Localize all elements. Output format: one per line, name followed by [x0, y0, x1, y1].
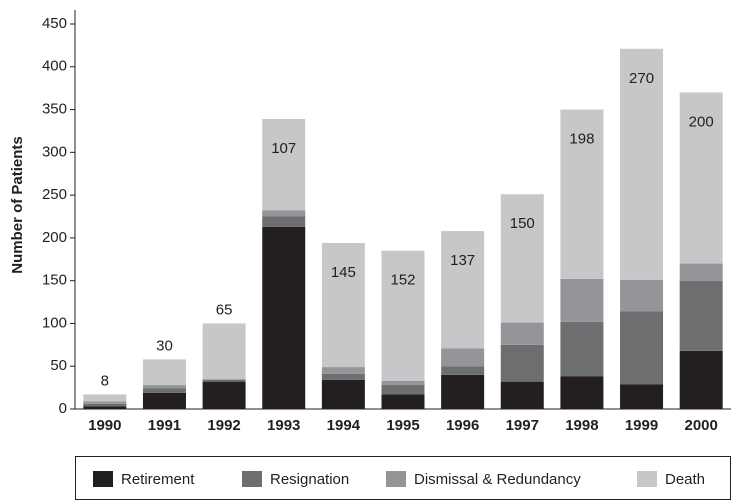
- bar-segment: [500, 322, 544, 345]
- x-tick-label: 1996: [446, 417, 479, 434]
- legend-swatch: [637, 471, 657, 487]
- bar-segment: [441, 348, 485, 367]
- bar-segment: [500, 344, 544, 382]
- x-tick-label: 1997: [506, 417, 539, 434]
- bar-segment: [679, 263, 723, 281]
- data-label: 30: [156, 337, 173, 354]
- y-tick-label: 100: [42, 314, 67, 331]
- x-tick-label: 1990: [88, 417, 121, 434]
- x-tick-label: 1993: [267, 417, 300, 434]
- bar-segment: [560, 376, 604, 409]
- bar-segment: [620, 311, 664, 385]
- bar-segment: [381, 385, 425, 395]
- y-tick-label: 300: [42, 143, 67, 160]
- bar-segment: [441, 374, 485, 409]
- legend-label: Dismissal & Redundancy: [414, 471, 581, 488]
- y-tick-label: 400: [42, 58, 67, 75]
- bar-segment: [620, 384, 664, 409]
- x-tick-label: 2000: [684, 417, 717, 434]
- data-label: 107: [271, 140, 296, 157]
- bar-segment: [321, 243, 365, 368]
- x-tick-label: 1994: [327, 417, 361, 434]
- bar-segment: [560, 278, 604, 322]
- bar-segment: [83, 406, 127, 409]
- bar-segment: [202, 379, 246, 382]
- y-tick-label: 50: [50, 357, 67, 374]
- bar-segment: [202, 323, 246, 380]
- y-tick-label: 350: [42, 101, 67, 118]
- bar-segment: [83, 403, 127, 407]
- bar-segment: [202, 381, 246, 409]
- data-label: 200: [689, 113, 714, 130]
- bar-segment: [381, 394, 425, 409]
- bar-segment: [620, 279, 664, 312]
- bar-segment: [321, 367, 365, 374]
- legend-label: Resignation: [270, 471, 349, 488]
- data-label: 145: [331, 264, 356, 281]
- legend-label: Retirement: [121, 471, 195, 488]
- bar-segment: [321, 379, 365, 409]
- bar-segment: [381, 250, 425, 381]
- bar-segment: [321, 373, 365, 380]
- x-tick-label: 1995: [386, 417, 419, 434]
- bar-segment: [262, 226, 306, 409]
- bar-segment: [142, 388, 186, 393]
- y-tick-label: 250: [42, 186, 67, 203]
- bar-segment: [262, 210, 306, 217]
- legend-swatch: [93, 471, 113, 487]
- bar-segment: [202, 379, 246, 380]
- bar-segment: [381, 380, 425, 386]
- y-axis-title: Number of Patients: [9, 136, 26, 274]
- y-tick-label: 450: [42, 15, 67, 32]
- data-label: 270: [629, 70, 654, 87]
- bar-segment: [262, 118, 306, 211]
- data-label: 150: [510, 215, 535, 232]
- bar-segment: [262, 216, 306, 227]
- y-tick-label: 200: [42, 229, 67, 246]
- bar-segment: [620, 48, 664, 280]
- bar-segment: [500, 194, 544, 323]
- data-label: 152: [390, 272, 415, 289]
- data-label: 137: [450, 252, 475, 269]
- bar-segment: [679, 280, 723, 351]
- x-tick-label: 1991: [148, 417, 181, 434]
- bar-segment: [142, 359, 186, 386]
- bar-segment: [560, 109, 604, 279]
- bar-segment: [83, 394, 127, 402]
- bar-segment: [441, 366, 485, 375]
- bar-segment: [560, 321, 604, 377]
- y-tick-label: 150: [42, 272, 67, 289]
- x-tick-label: 1999: [625, 417, 658, 434]
- y-tick-label: 0: [59, 400, 67, 417]
- bar-segment: [500, 381, 544, 409]
- legend-label: Death: [665, 471, 705, 488]
- bar-segment: [142, 385, 186, 389]
- x-tick-label: 1992: [207, 417, 240, 434]
- bar-segment: [83, 401, 127, 404]
- x-tick-label: 1998: [565, 417, 598, 434]
- data-label: 8: [101, 372, 109, 389]
- data-label: 198: [569, 131, 594, 148]
- legend-swatch: [242, 471, 262, 487]
- bar-segment: [679, 350, 723, 409]
- bar-segment: [142, 392, 186, 409]
- data-label: 65: [216, 301, 233, 318]
- bar-segment: [679, 92, 723, 264]
- bar-segment: [441, 231, 485, 349]
- legend-swatch: [386, 471, 406, 487]
